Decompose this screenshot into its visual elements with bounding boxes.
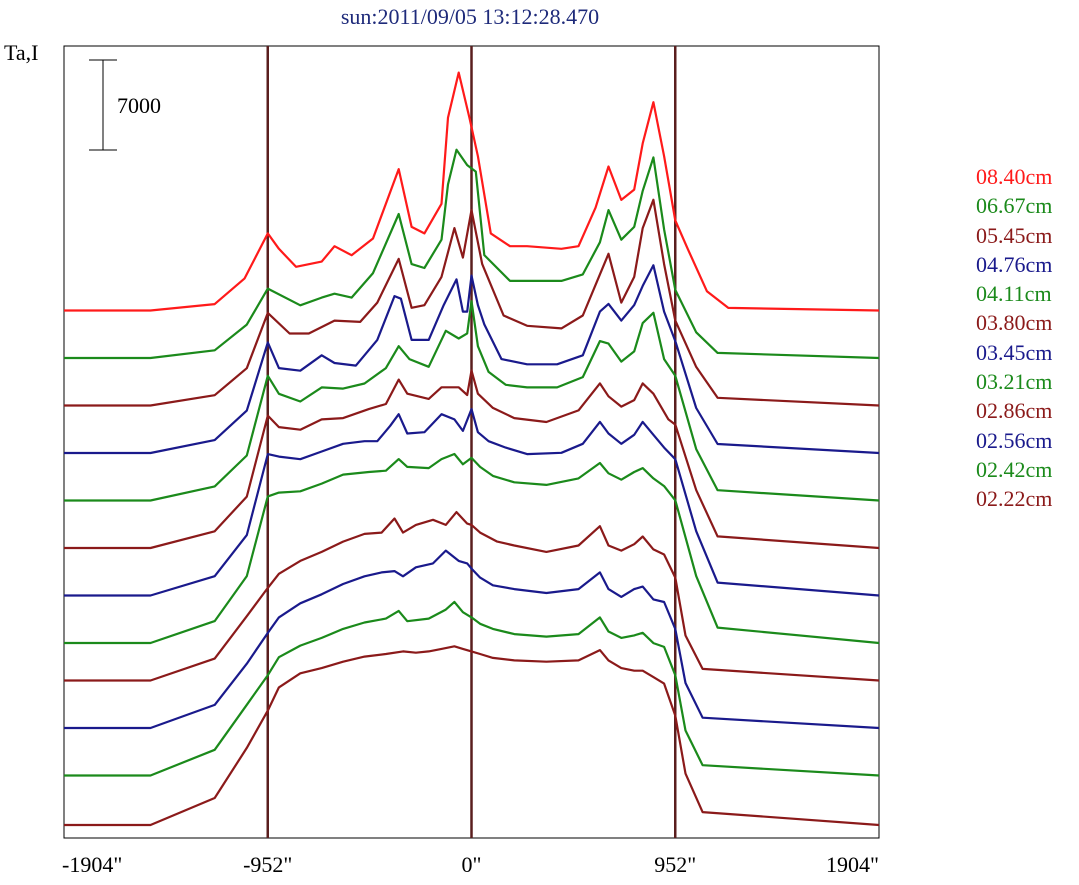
x-tick-label: 952" <box>654 852 696 877</box>
legend-item: 02.86cm <box>976 398 1053 424</box>
series-line-03.80cm <box>64 369 880 550</box>
legend: 08.40cm 06.67cm 05.45cm 04.76cm 04.11cm 03.80… <box>976 162 1052 514</box>
series-line-08.40cm <box>64 71 880 312</box>
legend-item: 04.76cm <box>976 251 1053 277</box>
x-tick-label: 0" <box>462 852 482 877</box>
x-tick-label: -1904" <box>62 852 122 877</box>
series-line-06.67cm <box>64 148 880 360</box>
series-line-02.22cm <box>64 645 880 827</box>
series-line-02.86cm <box>64 510 880 682</box>
legend-item: 03.80cm <box>976 310 1053 336</box>
legend-item: 03.21cm <box>976 369 1053 395</box>
legend-item: 02.56cm <box>976 427 1053 453</box>
scale-bar-label: 7000 <box>117 93 161 118</box>
series-line-04.76cm <box>64 264 880 455</box>
legend-item: 06.67cm <box>976 193 1053 219</box>
legend-item: 08.40cm <box>976 164 1053 189</box>
series-line-03.21cm <box>64 452 880 645</box>
series-line-04.11cm <box>64 300 880 502</box>
legend-item: 03.45cm <box>976 339 1053 365</box>
legend-item: 05.45cm <box>976 222 1053 248</box>
series-line-05.45cm <box>64 198 880 407</box>
series-line-02.42cm <box>64 600 880 777</box>
legend-item: 02.42cm <box>976 456 1053 482</box>
y-axis-label: Ta,I <box>4 40 39 65</box>
x-tick-label: 1904" <box>826 852 879 877</box>
chart-title: sun:2011/09/05 13:12:28.470 <box>340 4 600 29</box>
legend-item: 02.22cm <box>976 486 1053 512</box>
series-line-02.56cm <box>64 549 880 730</box>
legend-item: 04.11cm <box>976 281 1052 307</box>
series-line-03.45cm <box>64 408 880 597</box>
x-tick-label: -952" <box>243 852 292 877</box>
